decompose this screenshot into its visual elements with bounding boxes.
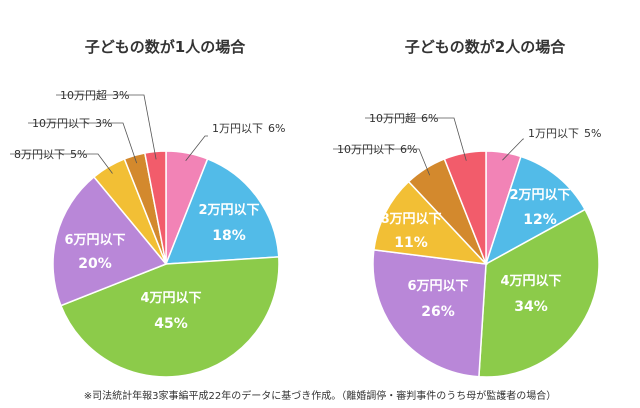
slice-category: 10万円超 <box>369 111 416 125</box>
leader-line <box>56 94 157 160</box>
pie-slice-4 <box>372 248 487 378</box>
pie-slice-2 <box>164 157 280 265</box>
pie-slice-3 <box>59 256 280 378</box>
pie-slice-7 <box>143 150 167 265</box>
leader-line <box>365 117 467 161</box>
slice-outside-label: 10万円超 6% <box>369 111 438 125</box>
slice-outside-label: 10万円以下 6% <box>337 143 417 156</box>
slice-category: 2万円以下 <box>198 203 259 218</box>
slice-category: 10万円以下 <box>32 117 90 130</box>
pie-chart-2-children-two: 1万円以下 5% 2万円以下 12% 4万円以下 34% 6万円以下 26% 8万円以下 11% 1… <box>333 111 601 378</box>
slice-percent: 6% <box>421 112 438 125</box>
pie-slice-3 <box>478 208 600 378</box>
slice-percent: 6% <box>268 122 285 135</box>
slice-percent: 34% <box>514 299 548 315</box>
slice-category: 4万円以下 <box>500 274 561 289</box>
slice-percent: 5% <box>584 127 601 140</box>
slice-category: 8万円以下 <box>14 148 65 161</box>
slice-category: 4万円以下 <box>140 291 201 306</box>
slice-percent: 5% <box>70 148 87 161</box>
leader-line <box>28 122 138 164</box>
slice-percent: 20% <box>78 256 112 272</box>
slice-percent: 26% <box>421 304 455 320</box>
leader-line <box>185 135 208 162</box>
slice-outside-label: 1万円以下 6% <box>212 122 285 135</box>
slice-percent: 6% <box>400 143 417 156</box>
slice-percent: 12% <box>523 212 557 228</box>
slice-outside-label: 8万円以下 5% <box>14 148 87 161</box>
pie-slice-7 <box>443 150 487 265</box>
slice-category: 8万円以下 <box>380 212 441 227</box>
pie-slice-2 <box>484 155 587 266</box>
footnote: ※司法統計年報3家事編平成22年のデータに基づき作成。（離婚調停・審判事件のうち… <box>84 389 556 402</box>
leader-line <box>333 148 431 176</box>
slice-category: 2万円以下 <box>509 188 570 203</box>
slice-outside-label: 1万円以下 5% <box>528 127 601 140</box>
pie-slice-4 <box>52 175 168 307</box>
slice-percent: 45% <box>154 316 188 332</box>
slice-outside-label: 10万円超 3% <box>60 88 129 102</box>
slice-category: 10万円以下 <box>337 143 395 156</box>
slice-category: 6万円以下 <box>407 279 468 294</box>
slice-category: 6万円以下 <box>64 233 125 248</box>
slice-percent: 11% <box>394 235 428 251</box>
slice-category: 10万円超 <box>60 88 107 102</box>
chart2-title: 子どもの数が2人の場合 <box>405 38 566 56</box>
slice-percent: 3% <box>95 117 112 130</box>
slice-percent: 18% <box>212 228 246 244</box>
chart1-title: 子どもの数が1人の場合 <box>85 38 246 56</box>
pie-slice-5 <box>373 180 488 266</box>
leader-line <box>10 153 113 174</box>
slice-category: 1万円以下 <box>528 127 579 140</box>
slice-category: 1万円以下 <box>212 122 263 135</box>
pie-chart-1-children-one: 1万円以下 6% 2万円以下 18% 4万円以下 45% 6万円以下 20% 8万円以下 5% 10… <box>10 88 285 378</box>
leader-line <box>502 138 524 161</box>
slice-outside-label: 10万円以下 3% <box>32 117 112 130</box>
slice-percent: 3% <box>112 89 129 102</box>
